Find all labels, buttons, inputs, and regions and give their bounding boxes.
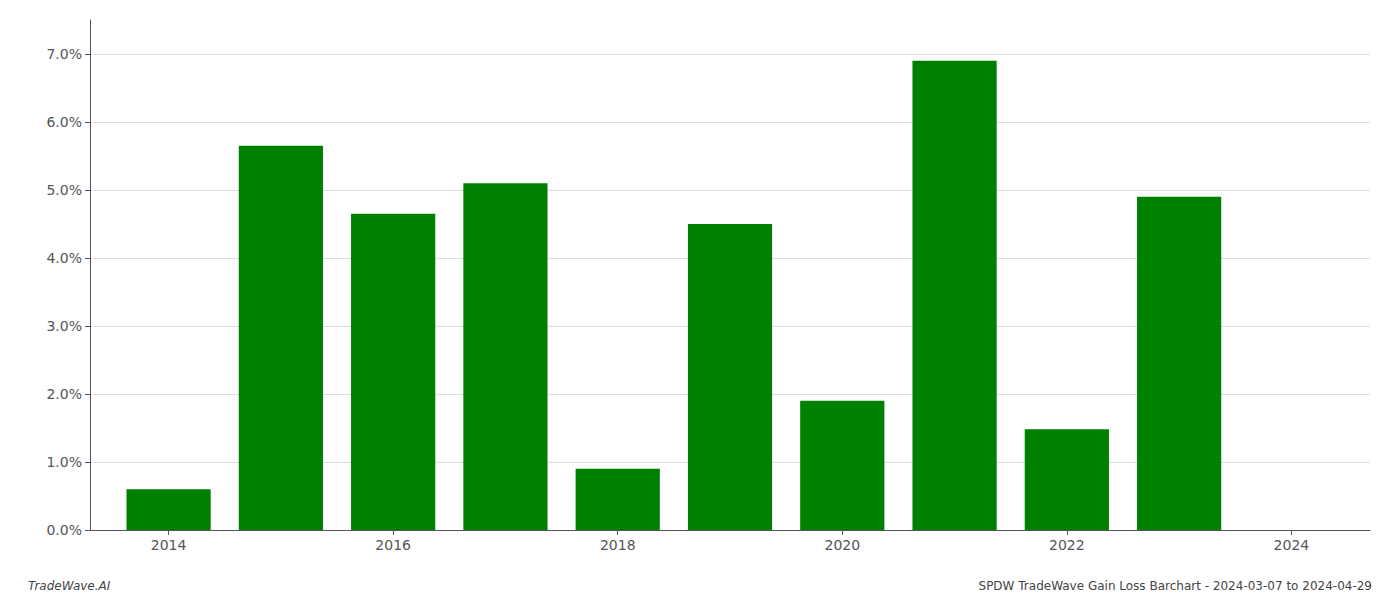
svg-text:4.0%: 4.0% — [46, 250, 82, 266]
svg-text:TradeWave.AI: TradeWave.AI — [28, 579, 111, 593]
svg-text:2020: 2020 — [824, 537, 860, 553]
svg-text:7.0%: 7.0% — [46, 46, 82, 62]
svg-text:2018: 2018 — [600, 537, 636, 553]
svg-text:2014: 2014 — [151, 537, 187, 553]
svg-text:2016: 2016 — [375, 537, 411, 553]
svg-text:6.0%: 6.0% — [46, 114, 82, 130]
svg-text:2024: 2024 — [1274, 537, 1310, 553]
svg-text:SPDW TradeWave Gain Loss Barch: SPDW TradeWave Gain Loss Barchart - 2024… — [979, 579, 1372, 593]
svg-text:3.0%: 3.0% — [46, 318, 82, 334]
svg-text:5.0%: 5.0% — [46, 182, 82, 198]
svg-text:2.0%: 2.0% — [46, 386, 82, 402]
svg-text:2022: 2022 — [1049, 537, 1085, 553]
svg-text:0.0%: 0.0% — [46, 522, 82, 538]
svg-text:1.0%: 1.0% — [46, 454, 82, 470]
